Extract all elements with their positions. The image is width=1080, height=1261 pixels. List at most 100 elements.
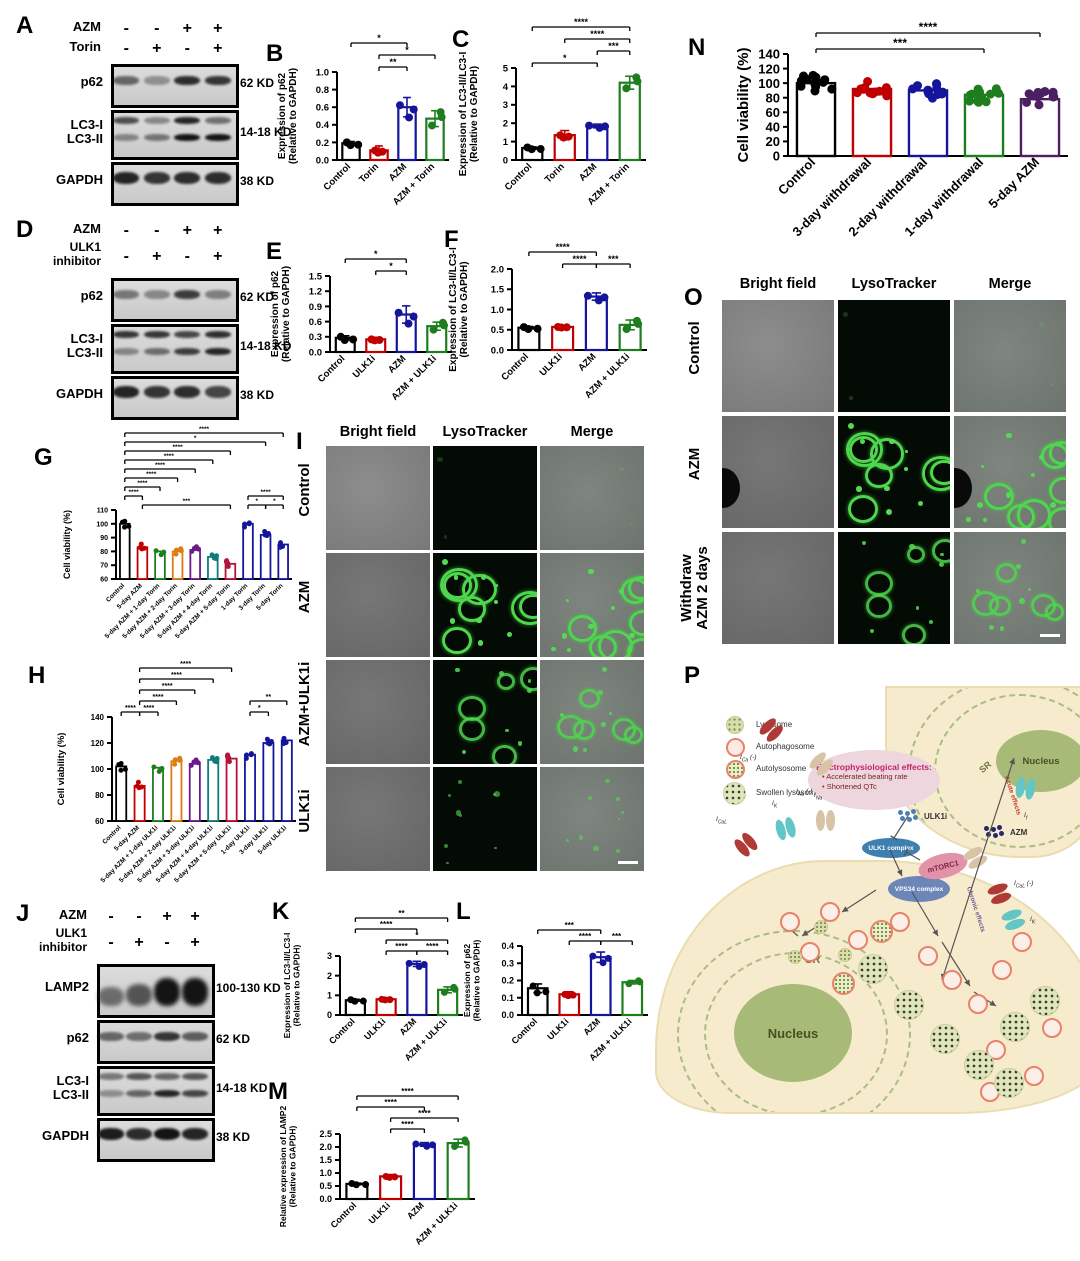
scatter-dot (536, 144, 545, 153)
blot-band (174, 386, 201, 398)
blot-box (97, 1066, 215, 1116)
lysotracker-dot (1021, 539, 1026, 545)
blot-band (182, 1073, 208, 1080)
lysotracker-dot (446, 861, 449, 865)
y-axis-title-line: (Relative to GAPDH) (288, 68, 299, 164)
autophagosome-icon (968, 994, 988, 1014)
lysotracker-dot (588, 623, 594, 630)
treatment-sign: + (213, 20, 223, 37)
treatment-sign: + (182, 222, 192, 239)
scatter-dot (122, 524, 128, 530)
lysotracker-dot (551, 646, 557, 652)
molecular-weight-label: 62 KD (216, 1032, 251, 1046)
scatter-dot (404, 319, 413, 328)
y-tick-label: 3 (327, 951, 332, 961)
scatter-dot (246, 520, 252, 526)
ical-minus-channel-label: ICaL (-) (1014, 880, 1034, 890)
panel-letter-e: E (266, 238, 283, 265)
effects-item: Accelerated beating rate (822, 772, 940, 782)
significance-label: **** (401, 1120, 414, 1129)
lysotracker-ring (1040, 443, 1066, 470)
scatter-dot (827, 84, 837, 94)
y-tick-label: 1 (503, 137, 509, 148)
lysotracker-dot (620, 810, 624, 814)
scatter-dot (935, 88, 945, 98)
lysotracker-dot (1019, 598, 1025, 604)
scatter-dot (173, 547, 179, 553)
significance-label: * (374, 249, 378, 259)
significance-label: **** (155, 462, 166, 469)
blot-band (154, 1128, 180, 1140)
autophagosome-icon (726, 738, 745, 757)
ik-channel-icon (772, 815, 800, 842)
y-tick-label: 80 (95, 791, 104, 800)
lysosome-icon (814, 920, 828, 934)
treatment-label: AZM (58, 907, 87, 922)
x-category-label: ULK1i (362, 1016, 387, 1041)
scatter-dot (264, 736, 270, 742)
scatter-dot (561, 990, 569, 998)
protein-label: p62 (80, 288, 103, 303)
y-tick-label: 100 (96, 521, 108, 528)
lysotracker-dot (617, 817, 621, 821)
protein-label: GAPDH (42, 1128, 89, 1143)
y-axis-title-line: (Relative to GAPDH) (472, 939, 482, 1021)
scatter-dot (354, 140, 363, 149)
blot-band (126, 1090, 152, 1097)
scatter-dot (440, 988, 448, 996)
scatter-dot (346, 141, 355, 150)
blot-band (174, 75, 201, 85)
scatter-dot (428, 1141, 436, 1149)
blot-band (98, 1090, 124, 1097)
lysotracker-dot (605, 778, 610, 784)
blot-band (143, 172, 170, 184)
scatter-dot (439, 321, 448, 330)
lysotracker-dot (1039, 322, 1044, 327)
panel-letter-c: C (452, 26, 470, 53)
lysotracker-dot (447, 793, 451, 798)
blot-band (174, 289, 201, 299)
x-category-label: AZM (386, 353, 408, 375)
column-header: LysoTracker (442, 424, 528, 440)
scatter-dot (151, 764, 157, 770)
blot-box (111, 162, 239, 206)
blot-band (182, 1090, 208, 1097)
lysotracker-dot (611, 605, 616, 611)
treatment-sign: + (190, 908, 200, 925)
protein-label: GAPDH (56, 172, 103, 187)
panel-letter-o: O (684, 284, 703, 311)
panel-letter-f: F (444, 226, 459, 253)
y-axis-title: Cell viability (%) (62, 510, 72, 579)
ik-channel-label: IK (772, 800, 778, 810)
scatter-dot (1032, 90, 1042, 100)
protein-label: LC3-I LC3-II (52, 1073, 89, 1102)
blot-band (154, 1073, 180, 1080)
scatter-dot (209, 552, 215, 558)
treatment-label: AZM (72, 19, 101, 34)
scatter-dot (225, 563, 231, 569)
inhibition-line (893, 815, 909, 839)
y-axis-title: Expression of p62(Relative to GAPDH) (270, 266, 292, 362)
panel-letter-p: P (684, 662, 701, 689)
scatter-dot (405, 113, 414, 122)
column-header: LysoTracker (851, 276, 937, 292)
lysotracker-ring (930, 459, 950, 486)
y-axis-title-line: (Relative to GAPDH) (459, 261, 470, 357)
scatter-dot (177, 757, 183, 763)
scatter-dot (622, 84, 631, 93)
scatter-dot (924, 89, 934, 99)
bar (188, 762, 201, 822)
scatter-dot (808, 70, 818, 80)
merge-image (954, 300, 1066, 412)
lysotracker-image (433, 446, 537, 550)
electrophysiological-effects-bubble: Electrophysiological effects: Accelerate… (808, 750, 940, 810)
lysotracker-dot (494, 790, 501, 797)
brightfield-image (326, 553, 430, 657)
western-blot-panel-j: AZM - - + + ULK1 inhibitor - + - + LAMP2 100-130 KD… (15, 900, 307, 1162)
treatment-sign: - (154, 222, 160, 239)
lysotracker-dot (588, 568, 594, 575)
scatter-dot (594, 296, 603, 305)
brightfield-image (722, 532, 834, 644)
